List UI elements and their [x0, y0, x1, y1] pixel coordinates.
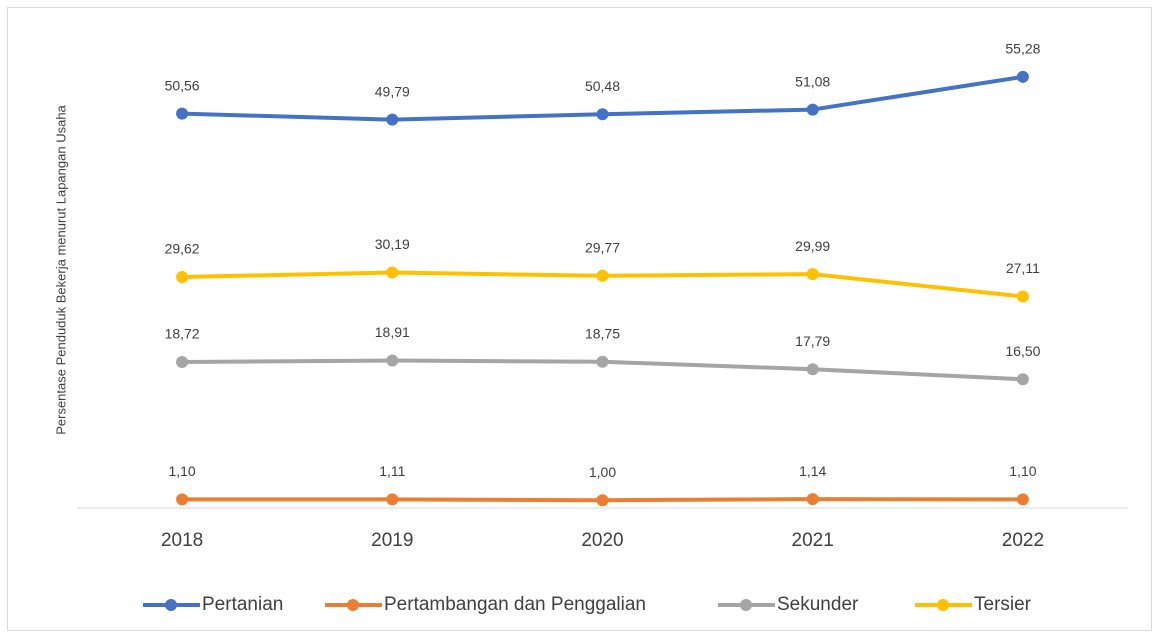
point: [596, 494, 609, 507]
value-label: 1,10: [168, 463, 195, 479]
point: [386, 266, 399, 279]
value-label: 27,11: [1006, 260, 1040, 276]
legend-label: Tersier: [974, 594, 1032, 615]
point: [596, 108, 609, 121]
x-tick-label: 2018: [161, 530, 203, 551]
x-tick-label: 2021: [792, 530, 834, 551]
y-axis-title: Persentase Penduduk Bekerja menurut Lapa…: [53, 104, 68, 434]
x-tick-label: 2022: [1002, 530, 1044, 551]
point: [1016, 290, 1029, 303]
chart-frame: [7, 7, 1152, 631]
legend-label: Pertambangan dan Penggalian: [384, 594, 646, 615]
point: [176, 107, 189, 120]
value-label: 29,62: [165, 241, 200, 257]
point: [806, 103, 819, 116]
value-label: 17,79: [795, 333, 830, 349]
point: [176, 355, 189, 368]
legend-marker: [937, 599, 949, 611]
point: [596, 355, 609, 368]
point: [386, 113, 399, 126]
point: [806, 268, 819, 281]
point: [1016, 70, 1029, 83]
value-label: 18,72: [165, 326, 200, 342]
value-label: 1,10: [1009, 463, 1036, 479]
point: [806, 363, 819, 376]
x-tick-label: 2019: [371, 530, 413, 551]
point: [596, 269, 609, 282]
point: [1016, 493, 1029, 506]
value-label: 30,19: [375, 236, 410, 252]
value-label: 1,11: [379, 463, 405, 479]
value-label: 50,56: [165, 77, 200, 93]
value-label: 1,00: [589, 464, 616, 480]
value-label: 55,28: [1005, 41, 1040, 57]
value-label: 18,75: [585, 325, 620, 341]
legend-marker: [165, 599, 177, 611]
value-label: 16,50: [1005, 343, 1040, 359]
value-label: 51,08: [795, 73, 830, 89]
value-label: 50,48: [585, 78, 620, 94]
point: [176, 493, 189, 506]
legend-label: Pertanian: [202, 594, 283, 615]
legend-label: Sekunder: [777, 594, 859, 615]
value-label: 29,77: [585, 239, 620, 255]
value-label: 18,91: [375, 324, 410, 340]
point: [806, 493, 819, 506]
legend-marker: [740, 599, 752, 611]
point: [386, 493, 399, 506]
x-tick-label: 2020: [581, 530, 623, 551]
legend-marker: [347, 599, 359, 611]
value-label: 29,99: [795, 238, 830, 254]
value-label: 49,79: [375, 83, 410, 99]
point: [386, 354, 399, 367]
point: [176, 270, 189, 283]
point: [1016, 373, 1029, 386]
value-label: 1,14: [799, 463, 826, 479]
